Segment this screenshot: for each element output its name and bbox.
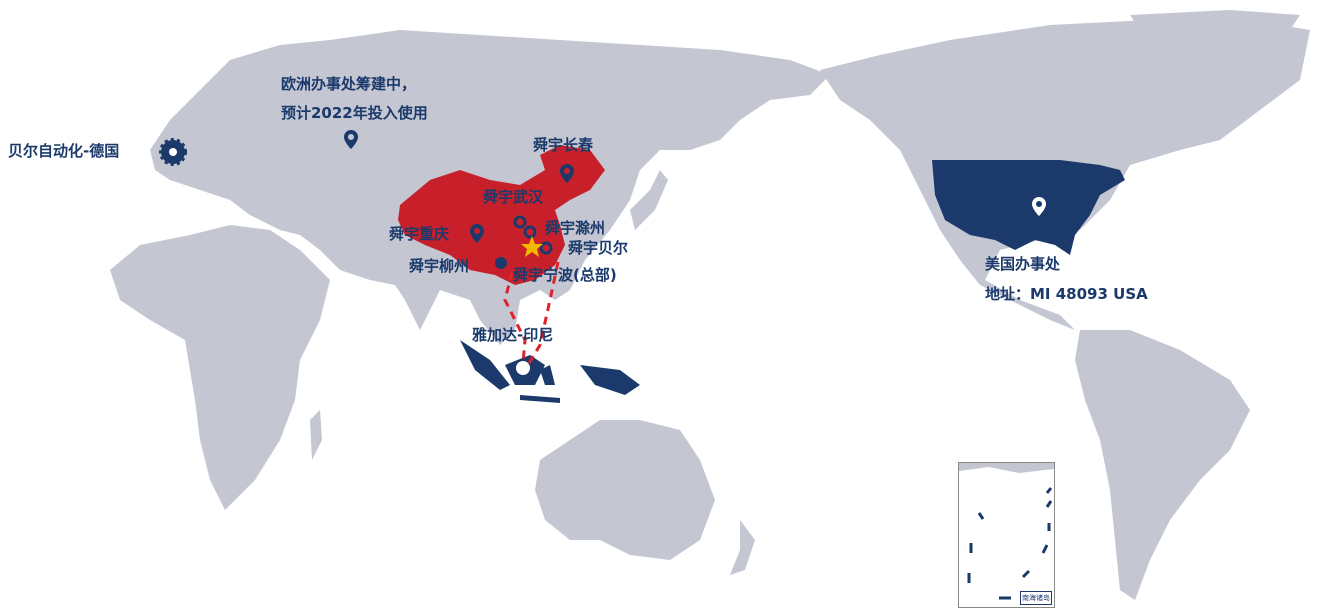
dot-icon[interactable] xyxy=(516,361,530,375)
map-pin-icon[interactable] xyxy=(1032,197,1046,216)
beier-label: 舜宇贝尔 xyxy=(568,239,629,257)
map-pin-icon[interactable] xyxy=(344,130,358,149)
australia xyxy=(535,420,715,560)
south-china-sea-inset: 南海诸岛 xyxy=(958,462,1055,608)
germany-label: 贝尔自动化-德国 xyxy=(8,142,120,160)
indonesia-region xyxy=(460,340,640,403)
wuhan-label: 舜宇武汉 xyxy=(483,188,544,206)
inset-title: 南海诸岛 xyxy=(1020,591,1052,605)
shipping-route-west xyxy=(503,271,527,376)
gear-icon[interactable] xyxy=(159,138,187,166)
japan xyxy=(630,170,668,230)
inset-map xyxy=(959,463,1054,600)
usa-region xyxy=(932,160,1125,255)
usa-office-label-line2: 地址：MI 48093 USA xyxy=(985,285,1148,303)
ring-icon[interactable] xyxy=(513,215,527,229)
jakarta-label: 雅加达-印尼 xyxy=(472,326,554,344)
chuzhou-label: 舜宇滁州 xyxy=(545,219,606,237)
map-pin-icon[interactable] xyxy=(560,164,574,183)
madagascar xyxy=(310,410,322,460)
star-icon[interactable] xyxy=(521,236,543,257)
usa-office-label-line1: 美国办事处 xyxy=(985,255,1061,273)
shipping-route-east xyxy=(523,261,560,371)
liuzhou-label: 舜宇柳州 xyxy=(409,257,470,275)
ningbo-hq-label: 舜宇宁波(总部) xyxy=(513,266,617,284)
changchun-label: 舜宇长春 xyxy=(533,136,594,154)
map-pin-icon[interactable] xyxy=(470,224,484,243)
europe-office-label-line1: 欧洲办事处筹建中， xyxy=(281,75,417,93)
south-america xyxy=(1075,330,1250,600)
chongqing-label: 舜宇重庆 xyxy=(389,225,450,243)
new-zealand xyxy=(730,520,755,575)
ring-icon[interactable] xyxy=(539,241,553,255)
ring-icon[interactable] xyxy=(523,225,537,239)
dot-icon[interactable] xyxy=(495,257,507,269)
china-region xyxy=(398,145,605,285)
europe-office-label-line2: 预计2022年投入使用 xyxy=(281,104,428,122)
landmasses xyxy=(110,10,1310,600)
greenland xyxy=(1130,10,1300,90)
africa xyxy=(110,225,330,510)
